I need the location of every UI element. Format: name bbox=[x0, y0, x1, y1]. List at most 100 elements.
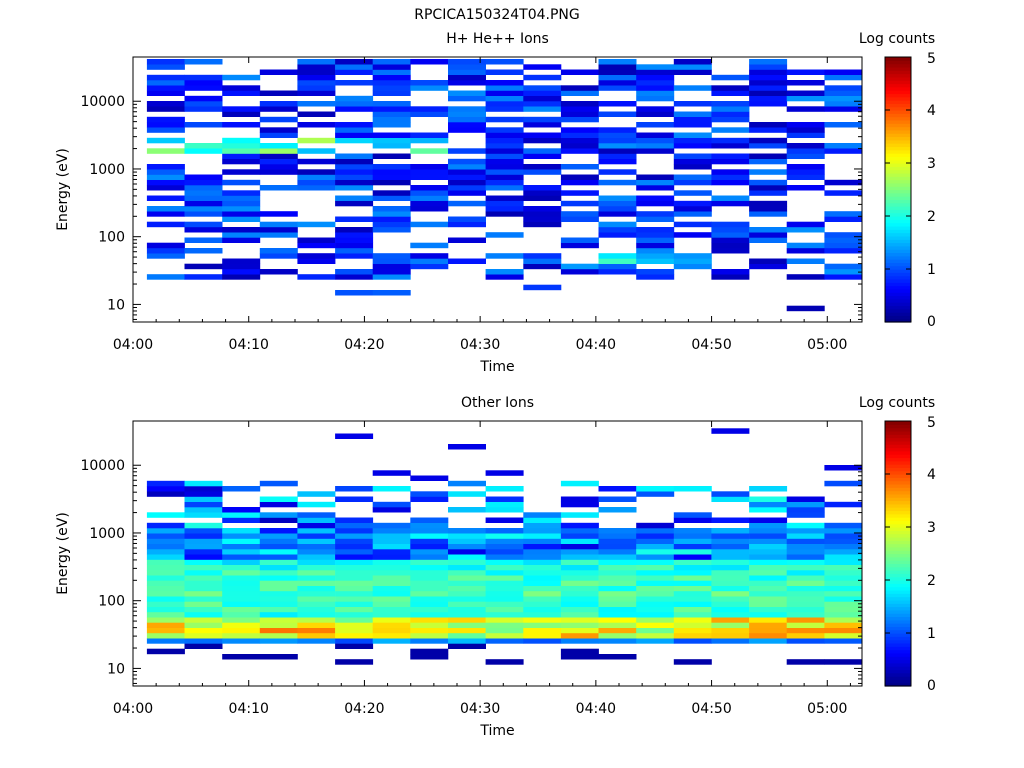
heatmap-cell bbox=[448, 575, 486, 581]
heatmap-cell bbox=[372, 575, 411, 581]
colorbar-segment bbox=[885, 586, 911, 591]
heatmap-cell bbox=[711, 528, 750, 534]
colorbar-segment bbox=[885, 139, 911, 144]
heatmap-cell bbox=[259, 585, 298, 592]
colorbar-tick-label: 2 bbox=[927, 573, 936, 589]
colorbar-segment bbox=[885, 196, 911, 201]
heatmap-cell bbox=[749, 570, 788, 576]
heatmap-cell bbox=[222, 206, 261, 212]
heatmap-cell bbox=[523, 528, 562, 534]
colorbar-segment bbox=[885, 497, 911, 502]
heatmap-cell bbox=[259, 90, 298, 96]
heatmap-cell bbox=[636, 80, 675, 86]
heatmap-cell bbox=[523, 263, 562, 270]
colorbar-segment bbox=[885, 679, 911, 684]
heatmap-cell bbox=[560, 137, 599, 144]
heatmap-cell bbox=[711, 74, 750, 81]
heatmap-cell bbox=[146, 80, 185, 86]
heatmap-cell bbox=[636, 200, 675, 207]
heatmap-cell bbox=[523, 512, 562, 518]
heatmap-cell bbox=[146, 612, 185, 618]
colorbar-segment bbox=[885, 106, 911, 111]
heatmap-cell bbox=[560, 512, 599, 518]
heatmap-cell bbox=[297, 633, 336, 639]
colorbar-segment bbox=[885, 169, 911, 174]
heatmap-cell bbox=[297, 606, 336, 613]
colorbar-segment bbox=[885, 76, 911, 81]
heatmap-cell bbox=[786, 617, 825, 623]
heatmap-cell bbox=[749, 591, 788, 597]
colorbar-segment bbox=[885, 219, 911, 224]
heatmap-cell bbox=[372, 507, 411, 513]
heatmap-cell bbox=[711, 221, 750, 228]
heatmap-cell bbox=[146, 491, 185, 497]
heatmap-cell bbox=[786, 638, 825, 644]
colorbar-segment bbox=[885, 298, 911, 303]
heatmap-cell bbox=[636, 106, 675, 112]
heatmap-cell bbox=[259, 480, 298, 487]
heatmap-cell bbox=[824, 237, 863, 243]
heatmap-cell bbox=[448, 622, 486, 628]
colorbar-segment bbox=[885, 669, 911, 674]
heatmap-cell bbox=[598, 591, 637, 597]
heatmap-cell bbox=[410, 80, 449, 86]
heatmap-cell bbox=[711, 549, 750, 555]
heatmap-cell bbox=[335, 237, 374, 243]
heatmap-cell bbox=[222, 200, 261, 207]
colorbar-segment bbox=[885, 566, 911, 571]
heatmap-cell bbox=[560, 480, 599, 487]
heatmap-cell bbox=[222, 227, 261, 233]
heatmap-cell bbox=[335, 227, 374, 233]
heatmap-cell bbox=[749, 575, 788, 581]
heatmap-cell bbox=[673, 137, 712, 144]
heatmap-cell bbox=[598, 148, 637, 154]
heatmap-cell bbox=[824, 633, 863, 639]
heatmap-cell bbox=[335, 433, 374, 439]
heatmap-cell bbox=[297, 554, 336, 560]
heatmap-cell bbox=[146, 195, 185, 201]
x-tick-label: 04:30 bbox=[460, 337, 500, 353]
heatmap-cell bbox=[146, 127, 185, 133]
heatmap-cell bbox=[372, 549, 411, 555]
heatmap-cell bbox=[410, 517, 449, 523]
colorbar-segment bbox=[885, 153, 911, 157]
heatmap-cell bbox=[410, 622, 449, 628]
heatmap-cell bbox=[448, 64, 486, 70]
colorbar-tick-label: 5 bbox=[927, 51, 936, 67]
heatmap-cell bbox=[184, 59, 223, 65]
heatmap-cell bbox=[749, 179, 788, 186]
heatmap-cell bbox=[711, 179, 750, 186]
heatmap-cell bbox=[824, 601, 863, 607]
y-axis-label: Energy (eV) bbox=[55, 148, 71, 231]
heatmap-cell bbox=[523, 148, 562, 154]
heatmap-cell bbox=[372, 59, 411, 65]
heatmap-cell bbox=[673, 517, 712, 523]
heatmap-cell bbox=[560, 106, 599, 112]
heatmap-cell bbox=[786, 612, 825, 618]
heatmap-cell bbox=[259, 606, 298, 613]
heatmap-cell bbox=[711, 274, 750, 280]
heatmap-cell bbox=[636, 612, 675, 618]
heatmap-cell bbox=[786, 169, 825, 175]
heatmap-cell bbox=[184, 101, 223, 107]
heatmap-cell bbox=[372, 606, 411, 613]
heatmap-cell bbox=[448, 158, 486, 165]
heatmap-cell bbox=[372, 263, 411, 270]
heatmap-cell bbox=[146, 59, 185, 65]
heatmap-cell bbox=[523, 195, 562, 201]
heatmap-cell bbox=[372, 559, 411, 565]
heatmap-cell bbox=[335, 585, 374, 592]
x-tick-label: 05:00 bbox=[807, 337, 847, 353]
heatmap-cell bbox=[598, 137, 637, 144]
heatmap-cell bbox=[297, 538, 336, 544]
heatmap-cell bbox=[259, 132, 298, 138]
colorbar-segment bbox=[885, 682, 911, 687]
heatmap-cell bbox=[711, 232, 750, 238]
heatmap-cell bbox=[560, 200, 599, 207]
heatmap-cell bbox=[184, 211, 223, 217]
colorbar-segment bbox=[885, 275, 911, 280]
heatmap-cell bbox=[673, 570, 712, 576]
heatmap-cell bbox=[335, 580, 374, 586]
heatmap-cell bbox=[749, 137, 788, 144]
heatmap-cell bbox=[749, 612, 788, 618]
